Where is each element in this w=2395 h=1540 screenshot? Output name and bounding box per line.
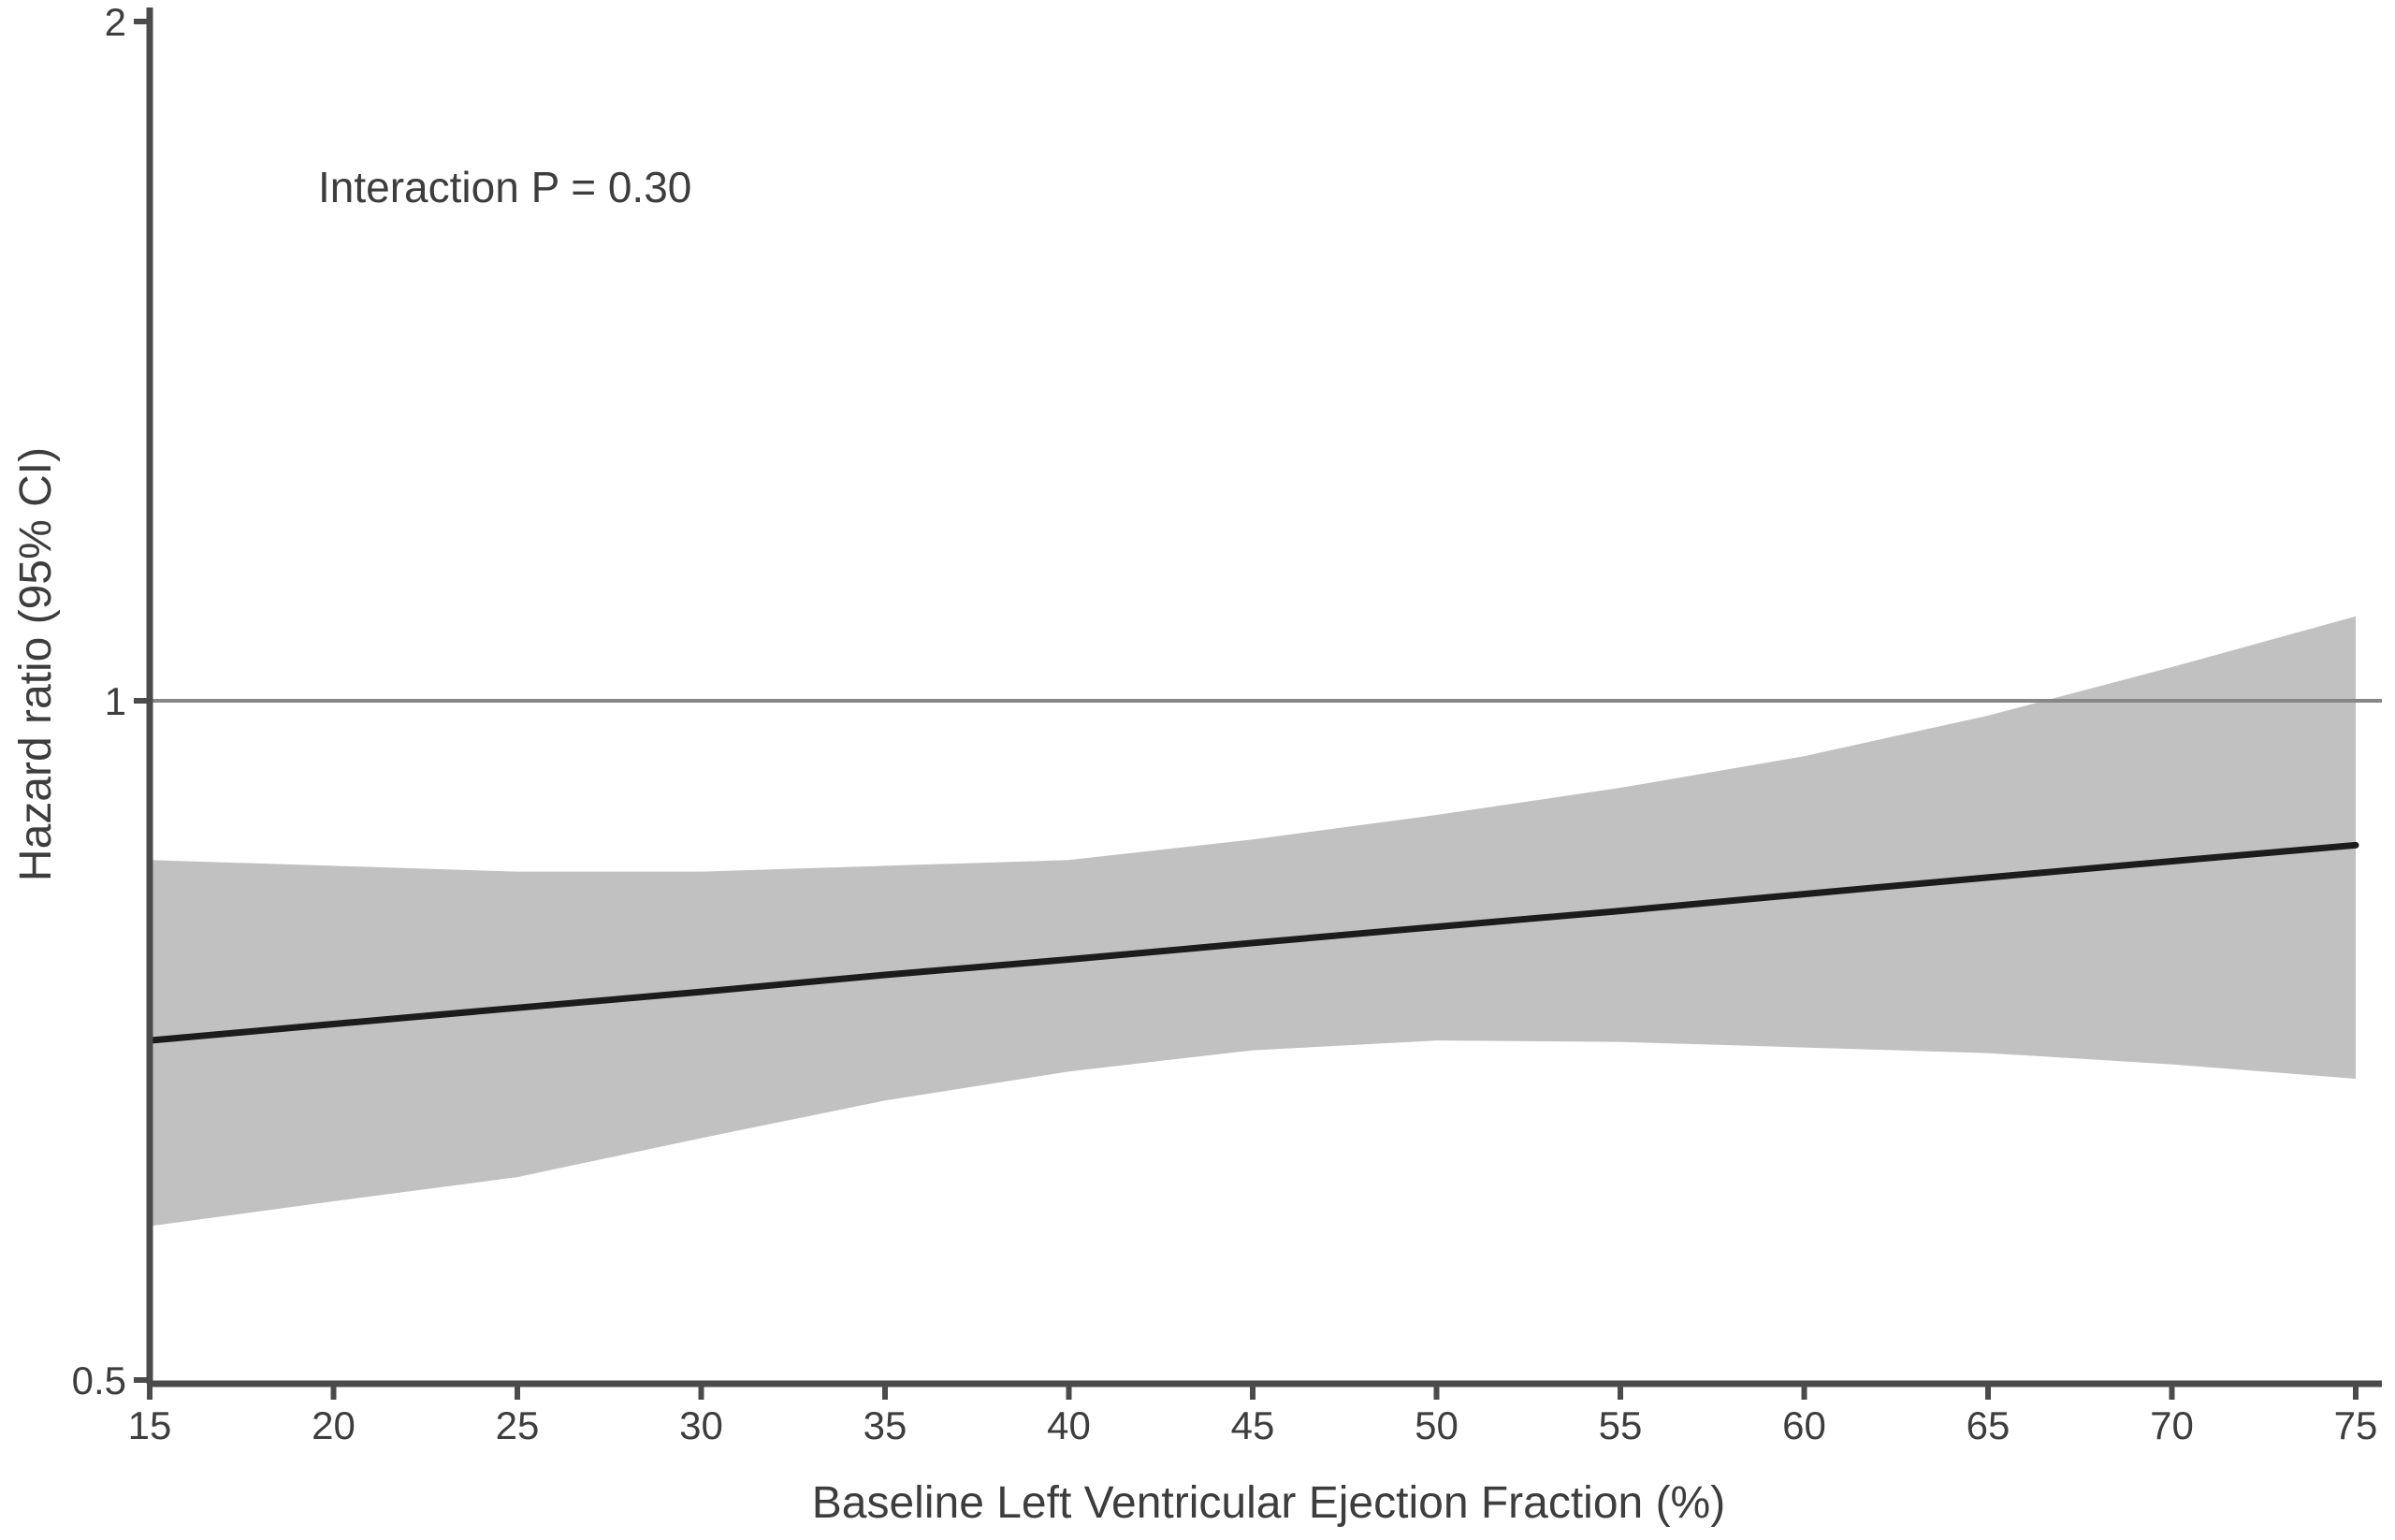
x-tick-label-75: 75 <box>2334 1403 2378 1447</box>
x-tick-label-40: 40 <box>1047 1403 1091 1447</box>
x-axis-tick-labels: 15 20 25 30 35 40 45 50 55 60 65 70 75 <box>128 1403 2378 1447</box>
x-tick-label-30: 30 <box>679 1403 723 1447</box>
x-tick-label-45: 45 <box>1231 1403 1275 1447</box>
x-axis-title: Baseline Left Ventricular Ejection Fract… <box>812 1478 1725 1528</box>
y-tick-label-0.5: 0.5 <box>72 1358 126 1402</box>
x-tick-label-70: 70 <box>2150 1403 2194 1447</box>
confidence-band <box>150 616 2356 1227</box>
x-tick-label-65: 65 <box>1967 1403 2010 1447</box>
x-tick-label-20: 20 <box>312 1403 356 1447</box>
interaction-p-annotation: Interaction P = 0.30 <box>318 163 691 211</box>
y-axis-title: Hazard ratio (95% CI) <box>11 447 61 881</box>
x-tick-label-50: 50 <box>1415 1403 1459 1447</box>
x-tick-label-25: 25 <box>496 1403 540 1447</box>
x-axis-ticks <box>147 1384 2359 1400</box>
x-tick-label-35: 35 <box>864 1403 907 1447</box>
x-tick-label-55: 55 <box>1599 1403 1643 1447</box>
y-tick-label-2: 2 <box>105 0 126 44</box>
hazard-ratio-line <box>146 841 2359 1044</box>
x-tick-label-15: 15 <box>128 1403 172 1447</box>
y-axis-ticks <box>134 19 150 1383</box>
y-axis-tick-labels: 210.5 <box>72 0 126 1402</box>
y-tick-label-1: 1 <box>105 679 126 723</box>
x-tick-label-60: 60 <box>1782 1403 1826 1447</box>
